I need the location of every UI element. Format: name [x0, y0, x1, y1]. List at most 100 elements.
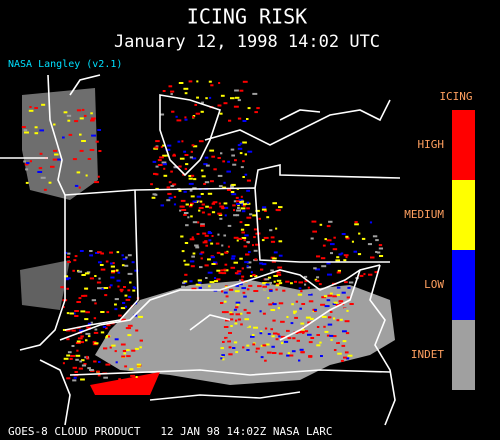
- cloud-pixel: [330, 252, 334, 255]
- cloud-pixel: [77, 337, 83, 340]
- cloud-pixel: [262, 344, 267, 347]
- cloud-pixel: [96, 281, 102, 284]
- cloud-pixel: [336, 271, 341, 274]
- cloud-pixel: [269, 281, 273, 284]
- cloud-pixel: [220, 282, 225, 285]
- cloud-pixel: [353, 250, 358, 253]
- cloud-pixel: [293, 310, 297, 313]
- cloud-pixel: [333, 236, 336, 239]
- cloud-pixel: [230, 148, 235, 151]
- cloud-pixel: [173, 153, 176, 156]
- cloud-pixel: [220, 253, 224, 256]
- cloud-pixel: [87, 158, 92, 160]
- cloud-pixel: [204, 234, 209, 237]
- cloud-pixel: [231, 193, 237, 196]
- cloud-pixel: [219, 205, 224, 208]
- cloud-pixel: [98, 261, 102, 264]
- cloud-pixel: [221, 354, 225, 357]
- cloud-pixel: [190, 150, 193, 153]
- cloud-pixel: [160, 145, 163, 148]
- cloud-pixel: [76, 109, 82, 112]
- cloud-pixel: [128, 295, 132, 298]
- cloud-pixel: [354, 223, 359, 226]
- cloud-pixel: [168, 196, 173, 199]
- cloud-pixel: [241, 231, 245, 234]
- cloud-pixel: [246, 207, 250, 210]
- cloud-pixel: [252, 244, 255, 247]
- cloud-pixel: [227, 245, 230, 248]
- legend-title: ICING: [439, 90, 472, 103]
- cloud-pixel: [256, 107, 260, 110]
- cloud-pixel: [80, 378, 85, 381]
- cloud-pixel: [81, 274, 86, 276]
- cloud-pixel: [105, 327, 108, 330]
- cloud-pixel: [66, 278, 69, 281]
- cloud-pixel: [72, 269, 75, 272]
- cloud-pixel: [246, 216, 252, 219]
- cloud-pixel: [241, 237, 247, 239]
- cloud-pixel: [351, 240, 354, 243]
- cloud-pixel: [82, 108, 85, 111]
- cloud-pixel: [155, 173, 159, 176]
- cloud-pixel: [248, 251, 251, 253]
- cloud-pixel: [126, 349, 130, 352]
- cloud-pixel: [122, 258, 127, 261]
- cloud-pixel: [109, 251, 113, 254]
- cloud-pixel: [297, 293, 303, 296]
- cloud-pixel: [221, 244, 224, 247]
- cloud-pixel: [237, 318, 241, 321]
- cloud-pixel: [231, 255, 236, 258]
- cloud-pixel: [183, 87, 189, 90]
- cloud-pixel: [332, 295, 337, 298]
- cloud-pixel: [105, 260, 109, 263]
- cloud-pixel: [368, 273, 373, 276]
- cloud-pixel: [310, 237, 314, 240]
- cloud-pixel: [347, 337, 352, 340]
- legend-label: MEDIUM: [404, 208, 444, 221]
- cloud-pixel: [78, 186, 81, 189]
- cloud-pixel: [96, 370, 100, 373]
- cloud-pixel: [66, 338, 70, 341]
- cloud-pixel: [139, 339, 143, 342]
- cloud-pixel: [191, 255, 195, 258]
- cloud-pixel: [34, 132, 39, 135]
- cloud-pixel: [326, 262, 331, 265]
- cloud-pixel: [247, 301, 251, 304]
- cloud-pixel: [242, 141, 247, 144]
- cloud-pixel: [100, 268, 106, 271]
- cloud-pixel: [66, 114, 72, 117]
- cloud-pixel: [240, 323, 243, 326]
- cloud-pixel: [268, 303, 273, 306]
- cloud-pixel: [183, 280, 188, 283]
- cloud-pixel: [114, 308, 118, 311]
- cloud-pixel: [276, 271, 281, 274]
- cloud-pixel: [189, 280, 193, 283]
- cloud-pixel: [179, 157, 185, 160]
- cloud-pixel: [65, 329, 71, 332]
- cloud-pixel: [230, 257, 236, 260]
- cloud-pixel: [103, 376, 108, 379]
- cloud-pixel: [166, 154, 169, 157]
- cloud-pixel: [168, 85, 173, 88]
- cloud-pixel: [330, 338, 333, 341]
- cloud-pixel: [71, 329, 76, 332]
- cloud-pixel: [224, 251, 228, 254]
- cloud-pixel: [321, 296, 327, 299]
- cloud-pixel: [188, 205, 193, 208]
- cloud-pixel: [110, 276, 115, 279]
- cloud-pixel: [267, 276, 272, 279]
- cloud-pixel: [39, 152, 43, 155]
- cloud-pixel: [97, 129, 102, 131]
- cloud-pixel: [163, 174, 168, 177]
- cloud-pixel: [290, 282, 293, 285]
- cloud-pixel: [134, 347, 139, 350]
- cloud-pixel: [338, 300, 344, 303]
- cloud-pixel: [230, 318, 234, 321]
- cloud-pixel: [287, 304, 292, 307]
- cloud-pixel: [318, 339, 321, 342]
- cloud-pixel: [261, 208, 267, 211]
- cloud-pixel: [263, 287, 267, 290]
- cloud-pixel: [78, 297, 82, 300]
- cloud-pixel: [327, 323, 333, 326]
- cloud-pixel: [203, 163, 208, 166]
